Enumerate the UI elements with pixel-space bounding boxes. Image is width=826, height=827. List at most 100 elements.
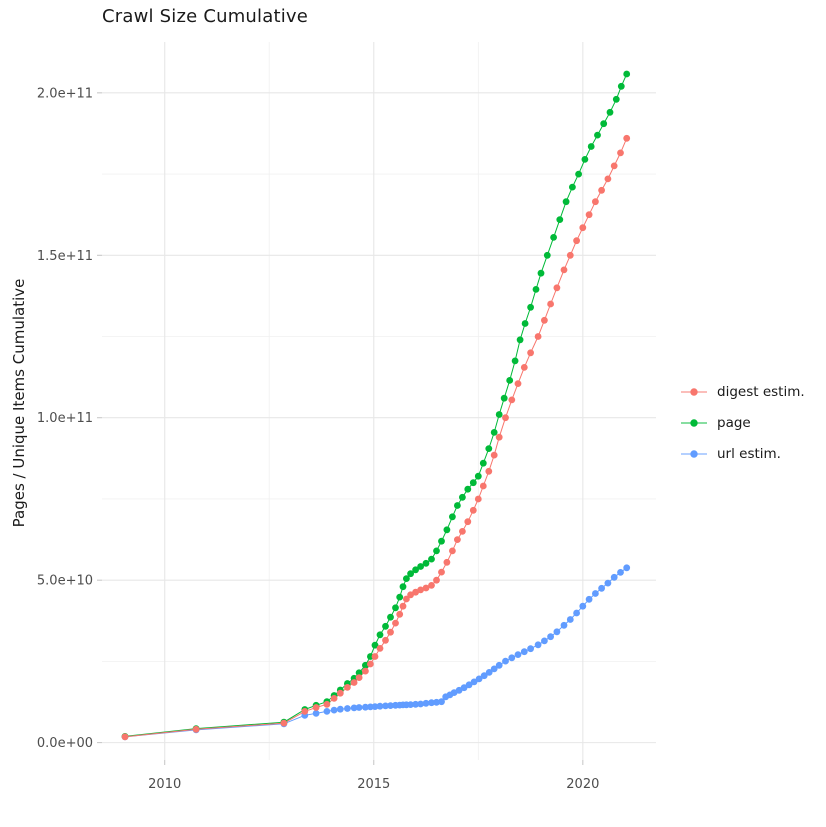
- x-tick-label: 2020: [566, 777, 599, 792]
- series-point-page: [459, 493, 466, 501]
- series-point-url-estim-: [438, 698, 445, 706]
- x-tick-label: 2015: [357, 777, 390, 792]
- legend-key-icon: [681, 387, 707, 396]
- series-point-url-estim-: [480, 672, 488, 680]
- series-point-digest-estim-: [382, 636, 389, 644]
- series-point-digest-estim-: [387, 628, 394, 636]
- series-point-digest-estim-: [592, 198, 599, 206]
- series-point-digest-estim-: [428, 582, 435, 589]
- series-point-page: [594, 131, 601, 139]
- series-point-digest-estim-: [534, 333, 542, 340]
- series-point-digest-estim-: [367, 660, 374, 668]
- legend-key-icon: [681, 418, 707, 427]
- series-point-digest-estim-: [547, 300, 554, 308]
- series-point-digest-estim-: [350, 679, 358, 686]
- series-point-url-estim-: [465, 681, 473, 689]
- legend: digest estim. page url estim.: [680, 376, 805, 469]
- series-point-digest-estim-: [330, 695, 338, 702]
- series-point-url-estim-: [579, 602, 587, 610]
- series-point-digest-estim-: [479, 482, 487, 490]
- series-point-page: [556, 216, 564, 224]
- series-point-url-estim-: [455, 686, 463, 694]
- series-point-page: [606, 108, 614, 116]
- series-point-digest-estim-: [192, 725, 200, 733]
- series-point-page: [617, 82, 625, 90]
- series-point-url-estim-: [412, 700, 419, 708]
- series-point-url-estim-: [534, 641, 542, 649]
- series-point-url-estim-: [495, 661, 503, 669]
- series-point-digest-estim-: [464, 518, 472, 526]
- series-point-digest-estim-: [490, 451, 498, 459]
- series-point-digest-estim-: [520, 364, 528, 371]
- series-point-page: [550, 234, 557, 241]
- series-point-digest-estim-: [560, 266, 568, 274]
- series-point-page: [537, 269, 545, 277]
- legend-label-url-estim: url estim.: [717, 445, 781, 462]
- series-point-page: [433, 547, 440, 555]
- series-point-page: [376, 631, 384, 639]
- series-point-digest-estim-: [376, 645, 384, 652]
- series-point-url-estim-: [428, 699, 435, 707]
- series-point-page: [443, 526, 451, 534]
- legend-item-page: page: [680, 407, 805, 438]
- series-point-page: [387, 613, 394, 621]
- series-point-page: [428, 555, 435, 563]
- x-tick-label: 2010: [148, 777, 181, 792]
- series-point-digest-estim-: [312, 704, 320, 711]
- series-point-digest-estim-: [323, 700, 331, 708]
- series-point-page: [516, 336, 524, 344]
- series-point-page: [392, 604, 399, 612]
- y-tick-label: 2.0e+11: [37, 86, 93, 101]
- series-point-digest-estim-: [469, 506, 477, 514]
- series-point-url-estim-: [336, 705, 344, 713]
- series-point-page: [371, 641, 379, 649]
- series-point-url-estim-: [470, 678, 478, 686]
- series-point-url-estim-: [547, 633, 554, 641]
- series-point-url-estim-: [330, 706, 338, 714]
- series-point-digest-estim-: [344, 684, 351, 691]
- series-point-digest-estim-: [403, 595, 410, 603]
- series-point-page: [412, 566, 419, 574]
- series-point-page: [511, 357, 519, 365]
- legend-item-url-estim: url estim.: [680, 438, 805, 469]
- series-line-url-estim-: [124, 567, 627, 738]
- series-point-url-estim-: [344, 705, 351, 712]
- series-point-page: [490, 429, 498, 436]
- series-point-digest-estim-: [566, 251, 574, 259]
- series-point-url-estim-: [617, 569, 624, 576]
- legend-label-page: page: [717, 414, 751, 431]
- series-point-digest-estim-: [417, 586, 424, 594]
- series-point-url-estim-: [485, 669, 493, 676]
- series-point-page: [623, 70, 631, 78]
- series-point-digest-estim-: [433, 576, 440, 584]
- series-point-url-estim-: [520, 648, 528, 656]
- series-point-url-estim-: [362, 703, 369, 711]
- series-point-url-estim-: [610, 573, 618, 581]
- series-point-url-estim-: [422, 699, 430, 707]
- series-point-url-estim-: [508, 654, 516, 662]
- series-point-url-estim-: [460, 684, 468, 692]
- series-point-page: [485, 445, 493, 452]
- series-point-digest-estim-: [604, 175, 612, 183]
- y-tick-label: 1.0e+11: [37, 411, 93, 426]
- series-point-digest-estim-: [610, 162, 618, 170]
- series-point-digest-estim-: [514, 380, 522, 387]
- y-tick-label: 5.0e+10: [37, 574, 93, 589]
- series-point-digest-estim-: [508, 396, 516, 404]
- series-point-url-estim-: [502, 657, 509, 665]
- series-point-page: [587, 143, 595, 150]
- series-point-digest-estim-: [573, 237, 580, 245]
- series-point-digest-estim-: [280, 719, 288, 727]
- series-point-page: [449, 513, 456, 521]
- series-point-url-estim-: [585, 595, 593, 603]
- series-point-page: [479, 459, 487, 467]
- series-point-url-estim-: [355, 704, 363, 711]
- chart-title: Crawl Size Cumulative: [102, 6, 309, 27]
- series-point-page: [454, 502, 461, 509]
- y-tick-label: 0.0e+00: [37, 736, 93, 751]
- series-point-page: [562, 198, 570, 206]
- series-point-url-estim-: [541, 637, 548, 645]
- legend-item-digest-estim: digest estim.: [680, 376, 805, 407]
- series-point-url-estim-: [475, 675, 483, 683]
- y-tick-label: 1.5e+11: [37, 249, 93, 264]
